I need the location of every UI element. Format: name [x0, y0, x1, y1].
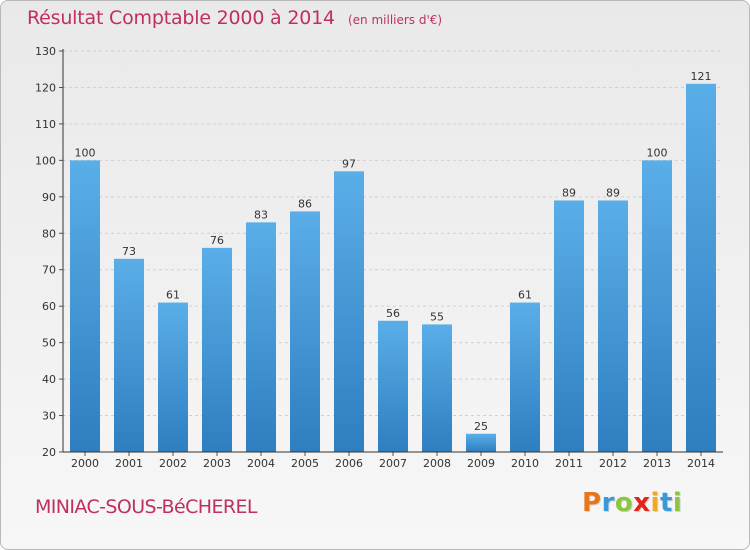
logo-letter: t [659, 488, 673, 518]
logo-letter: i [650, 488, 660, 518]
proxiti-logo: Proxiti [582, 488, 682, 518]
logo-letter: r [601, 488, 615, 518]
x-tick-label-2009: 2009 [467, 457, 495, 470]
value-label-2007: 56 [386, 307, 400, 320]
bar-2002 [158, 302, 188, 452]
x-tick-label-2010: 2010 [511, 457, 539, 470]
value-label-2011: 89 [562, 186, 576, 199]
x-tick-label-2000: 2000 [71, 457, 99, 470]
axes: 20 30 40 50 60 70 80 90 100 110 120 130 2000 2001 2002… [35, 45, 723, 470]
bar-2008 [422, 324, 452, 452]
bar-2001 [114, 258, 144, 452]
x-tick-label-2006: 2006 [335, 457, 363, 470]
value-label-2014: 121 [691, 70, 712, 83]
x-tick-label-2004: 2004 [247, 457, 275, 470]
value-label-2004: 83 [254, 208, 268, 221]
y-tick-label: 20 [42, 446, 56, 459]
y-tick-label: 70 [42, 264, 56, 277]
bar-2004 [246, 222, 276, 452]
bar-2011 [554, 200, 584, 452]
x-tick-label-2012: 2012 [599, 457, 627, 470]
bars: 100 73 61 76 83 86 97 56 55 25 61 89 89 100 121 [70, 70, 716, 453]
y-tick-label: 90 [42, 191, 56, 204]
value-label-2008: 55 [430, 310, 444, 323]
bar-2003 [202, 247, 232, 452]
value-label-2012: 89 [606, 186, 620, 199]
x-tick-label-2002: 2002 [159, 457, 187, 470]
value-label-2009: 25 [474, 420, 488, 433]
bar-2010 [510, 302, 540, 452]
value-label-2006: 97 [342, 157, 356, 170]
value-label-2005: 86 [298, 197, 312, 210]
x-tick-label-2001: 2001 [115, 457, 143, 470]
y-tick-label: 120 [35, 81, 56, 94]
x-tick-label-2003: 2003 [203, 457, 231, 470]
bar-2009 [466, 433, 496, 452]
value-label-2013: 100 [647, 146, 668, 159]
value-label-2010: 61 [518, 289, 532, 302]
value-label-2002: 61 [166, 289, 180, 302]
y-tick-label: 100 [35, 154, 56, 167]
bar-2000 [70, 160, 100, 452]
value-label-2001: 73 [122, 245, 136, 258]
y-tick-label: 50 [42, 337, 56, 350]
chart-title-block: Résultat Comptable 2000 à 2014 (en milli… [27, 7, 442, 29]
bar-2014 [686, 83, 716, 453]
bar-2006 [334, 171, 364, 453]
y-tick-label: 130 [35, 45, 56, 58]
logo-letter: P [582, 488, 602, 518]
value-label-2000: 100 [75, 146, 96, 159]
x-tick-label-2013: 2013 [643, 457, 671, 470]
y-tick-label: 110 [35, 118, 56, 131]
y-tick-label: 60 [42, 300, 56, 313]
logo-letter: x [633, 488, 651, 518]
bar-2013 [642, 160, 672, 452]
value-label-2003: 76 [210, 234, 224, 247]
x-tick-label-2014: 2014 [687, 457, 715, 470]
bar-2007 [378, 320, 408, 452]
bar-2005 [290, 211, 320, 452]
x-tick-label-2007: 2007 [379, 457, 407, 470]
x-tick-label-2011: 2011 [555, 457, 583, 470]
y-tick-label: 80 [42, 227, 56, 240]
y-tick-label: 30 [42, 410, 56, 423]
commune-name: MINIAC-SOUS-BéCHEREL [35, 496, 257, 518]
logo-letter: i [672, 488, 683, 518]
y-tick-label: 40 [42, 373, 56, 386]
x-tick-label-2008: 2008 [423, 457, 451, 470]
x-tick-label-2005: 2005 [291, 457, 319, 470]
bar-2012 [598, 200, 628, 452]
chart-unit-note: (en milliers d'€) [347, 13, 443, 27]
chart-title: Résultat Comptable 2000 à 2014 [27, 7, 335, 29]
logo-letter: o [614, 488, 634, 518]
